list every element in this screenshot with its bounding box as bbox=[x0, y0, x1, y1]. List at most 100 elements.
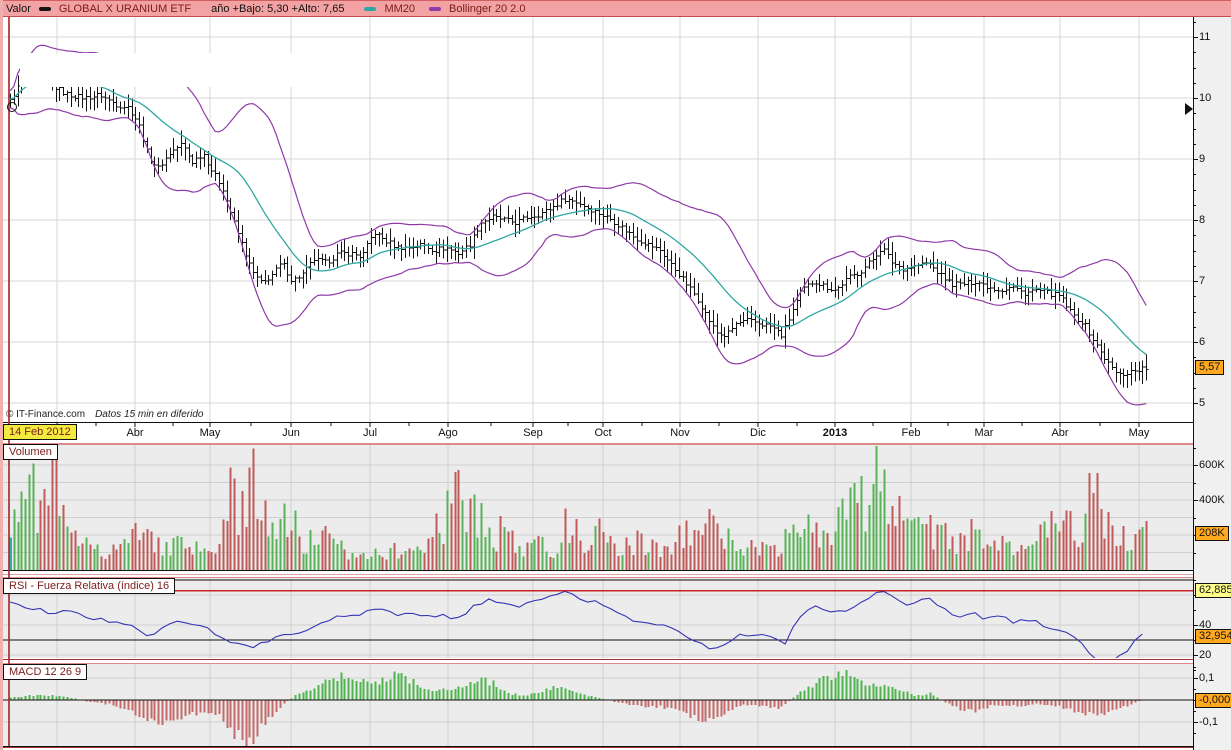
volume-panel[interactable] bbox=[0, 443, 1193, 570]
axis-tick bbox=[1193, 667, 1196, 668]
macd-value: -0,0007 bbox=[1199, 694, 1231, 706]
axis-tick bbox=[1193, 312, 1196, 313]
axis-tick bbox=[1193, 144, 1196, 145]
price-chart-canvas bbox=[0, 17, 1193, 422]
period-high-low-stats: año +Bajo: 5,30 +Alto: 7,65 bbox=[211, 2, 345, 15]
volume-chart-canvas bbox=[0, 445, 1193, 570]
axis-tick bbox=[1193, 68, 1196, 69]
month-label: May bbox=[1128, 427, 1150, 439]
axis-tick bbox=[1193, 595, 1196, 596]
axis-value-label: 0,1 bbox=[1199, 672, 1215, 684]
chart-header-bar: Valor GLOBAL X URANIUM ETF año +Bajo: 5,… bbox=[0, 0, 1231, 17]
axis-value-label: 20 bbox=[1199, 649, 1212, 661]
rsi-indicator-label[interactable]: RSI - Fuerza Relativa (índice) 16 bbox=[3, 578, 176, 594]
axis-tick bbox=[1193, 700, 1196, 701]
cursor-date-text: 14 Feb 2012 bbox=[9, 426, 71, 438]
macd-label-text: MACD 12 26 9 bbox=[9, 666, 82, 678]
macd-indicator-label[interactable]: MACD 12 26 9 bbox=[3, 664, 88, 680]
axis-tick bbox=[1193, 98, 1198, 99]
volume-panel-bottom-border bbox=[0, 570, 1193, 571]
rsi-panel[interactable] bbox=[0, 577, 1193, 658]
axis-tick bbox=[1193, 159, 1198, 160]
axis-tick bbox=[1193, 640, 1196, 641]
axis-tick bbox=[1193, 113, 1196, 114]
rsi-chart-canvas bbox=[0, 578, 1193, 658]
data-delay-note: Datos 15 min en diferido bbox=[95, 409, 204, 420]
left-window-frame bbox=[0, 0, 3, 750]
time-axis[interactable] bbox=[0, 422, 1193, 442]
axis-tick bbox=[1193, 342, 1198, 343]
month-label: May bbox=[199, 427, 221, 439]
axis-value-label: 7 bbox=[1199, 275, 1206, 287]
month-label: Feb bbox=[901, 427, 921, 439]
volume-value: 208K bbox=[1199, 527, 1225, 539]
mm20-legend-label[interactable]: MM20 bbox=[384, 2, 415, 15]
cursor-point-marker-icon bbox=[7, 102, 17, 112]
bollinger-legend-label[interactable]: Bollinger 20 2.0 bbox=[449, 2, 526, 15]
macd-panel-bottom-border bbox=[0, 746, 1193, 747]
axis-tick bbox=[1193, 518, 1196, 519]
axis-tick bbox=[1193, 190, 1196, 191]
bollinger-swatch-icon bbox=[429, 6, 441, 11]
valor-label[interactable]: Valor bbox=[6, 2, 31, 15]
rsi-panel-bottom-border[interactable] bbox=[0, 659, 1193, 660]
month-label: Sep bbox=[523, 427, 543, 439]
axis-value-label: 11 bbox=[1199, 31, 1211, 43]
axis-value-label: 40 bbox=[1199, 619, 1212, 631]
axis-value-label: 400K bbox=[1199, 494, 1225, 506]
axis-tick bbox=[1193, 535, 1196, 536]
month-label: Oct bbox=[594, 427, 612, 439]
window-bottom-border bbox=[0, 747, 1193, 748]
month-label: Ago bbox=[438, 427, 458, 439]
axis-tick bbox=[1193, 580, 1196, 581]
axis-tick bbox=[1193, 610, 1196, 611]
axis-tick bbox=[1193, 327, 1196, 328]
month-label: Abr bbox=[126, 427, 144, 439]
axis-value-label: 9 bbox=[1199, 153, 1206, 165]
month-label: Abr bbox=[1051, 427, 1069, 439]
rsi-upper-level-value: 62,885 bbox=[1199, 584, 1231, 596]
axis-tick bbox=[1193, 448, 1196, 449]
volume-label-text: Volumen bbox=[9, 446, 52, 458]
axis-tick bbox=[1193, 205, 1196, 206]
rsi-value-tag: 32,954 bbox=[1195, 629, 1231, 644]
axis-value-label: 5 bbox=[1199, 397, 1206, 409]
axis-tick bbox=[1193, 733, 1196, 734]
axis-tick bbox=[1193, 373, 1196, 374]
axis-value-label: 10 bbox=[1199, 92, 1212, 104]
scroll-right-arrow-icon[interactable] bbox=[1185, 103, 1193, 115]
volume-indicator-label[interactable]: Volumen bbox=[3, 444, 58, 460]
axis-tick bbox=[1193, 678, 1198, 679]
rsi-value: 32,954 bbox=[1199, 630, 1231, 642]
axis-tick bbox=[1193, 711, 1196, 712]
month-label: Dic bbox=[750, 427, 766, 439]
axis-tick bbox=[1193, 722, 1198, 723]
axis-tick bbox=[1193, 670, 1196, 671]
axis-tick bbox=[1193, 220, 1198, 221]
axis-tick bbox=[1193, 388, 1196, 389]
panel-separator[interactable] bbox=[0, 574, 1193, 575]
axis-tick bbox=[1193, 553, 1196, 554]
instrument-name[interactable]: GLOBAL X URANIUM ETF bbox=[58, 2, 192, 15]
value-axis-gutter[interactable] bbox=[1193, 17, 1231, 750]
axis-value-label: 600K bbox=[1199, 459, 1225, 471]
blanked-region bbox=[20, 53, 320, 87]
axis-tick bbox=[1193, 266, 1196, 267]
rsi-label-text: RSI - Fuerza Relativa (índice) 16 bbox=[9, 580, 170, 592]
axis-tick bbox=[1193, 37, 1198, 38]
axis-tick bbox=[1193, 52, 1196, 53]
last-price-value: 5,57 bbox=[1199, 361, 1221, 373]
rsi-upper-level-tag[interactable]: 62,885 bbox=[1195, 583, 1231, 598]
axis-tick bbox=[1193, 83, 1196, 84]
axis-tick bbox=[1193, 251, 1196, 252]
last-price-tag: 5,57 bbox=[1195, 360, 1225, 375]
axis-tick bbox=[1193, 281, 1198, 282]
mm20-swatch-icon bbox=[364, 6, 377, 11]
macd-panel[interactable] bbox=[0, 663, 1193, 746]
price-series-swatch-icon bbox=[38, 6, 51, 11]
axis-value-label: -0,1 bbox=[1199, 716, 1218, 728]
date-cursor-line[interactable] bbox=[8, 17, 10, 746]
macd-value-tag: -0,0007 bbox=[1195, 693, 1231, 708]
cursor-date-tag: 14 Feb 2012 bbox=[3, 424, 77, 440]
